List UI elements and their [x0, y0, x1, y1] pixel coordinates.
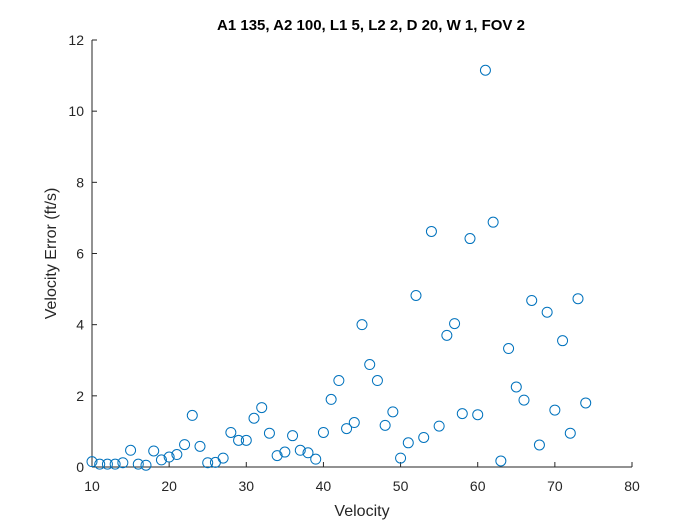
data-point: [263, 427, 275, 439]
data-point: [256, 402, 268, 414]
data-point: [441, 329, 453, 341]
data-point: [217, 452, 229, 464]
y-tick-label: 6: [76, 246, 84, 262]
y-tick-label: 12: [68, 32, 84, 48]
data-point: [310, 453, 322, 465]
x-tick-label: 80: [624, 478, 640, 494]
data-points: [86, 64, 592, 471]
data-point: [294, 444, 306, 456]
data-point: [364, 359, 376, 371]
data-point: [317, 426, 329, 438]
data-point: [526, 294, 538, 306]
data-point: [510, 381, 522, 393]
data-point: [341, 423, 353, 435]
data-point: [101, 458, 113, 470]
data-point: [356, 319, 368, 331]
data-point: [148, 445, 160, 457]
data-point: [94, 458, 106, 470]
data-point: [163, 451, 175, 463]
x-tick-label: 60: [470, 478, 486, 494]
x-tick-label: 40: [316, 478, 332, 494]
data-point: [387, 406, 399, 418]
data-point: [179, 439, 191, 451]
data-point: [418, 431, 430, 443]
y-tick-label: 2: [76, 388, 84, 404]
data-point: [557, 335, 569, 347]
data-point: [302, 447, 314, 459]
data-point: [449, 318, 461, 330]
data-point: [202, 457, 214, 469]
data-point: [140, 459, 152, 471]
data-point: [371, 375, 383, 387]
data-point: [379, 419, 391, 431]
data-point: [117, 457, 129, 469]
data-point: [402, 437, 414, 449]
data-point: [348, 417, 360, 429]
x-tick-label: 30: [238, 478, 254, 494]
data-point: [125, 444, 137, 456]
data-point: [186, 409, 198, 421]
data-point: [86, 456, 98, 468]
x-tick-label: 50: [393, 478, 409, 494]
axes: 10 20 30 40 50 60 70 80 0 2 4 6 8 10 12: [68, 32, 640, 494]
data-point: [518, 394, 530, 406]
data-point: [271, 450, 283, 462]
y-tick-label: 0: [76, 459, 84, 475]
data-point: [240, 434, 252, 446]
data-point: [325, 393, 337, 405]
data-point: [287, 430, 299, 442]
data-point: [333, 375, 345, 387]
y-tick-label: 8: [76, 174, 84, 190]
data-point: [155, 454, 167, 466]
data-point: [541, 306, 553, 318]
y-tick-label: 4: [76, 317, 84, 333]
data-point: [209, 456, 221, 468]
data-point: [279, 446, 291, 458]
data-point: [395, 452, 407, 464]
data-point: [495, 455, 507, 467]
x-tick-label: 10: [84, 478, 100, 494]
chart-title: A1 135, A2 100, L1 5, L2 2, D 20, W 1, F…: [217, 17, 525, 34]
data-point: [487, 216, 499, 228]
data-point: [564, 427, 576, 439]
data-point: [410, 289, 422, 301]
y-axis-label: Velocity Error (ft/s): [43, 188, 60, 320]
data-point: [132, 458, 144, 470]
x-ticks: 10 20 30 40 50 60 70 80: [84, 462, 640, 494]
data-point: [194, 440, 206, 452]
data-point: [433, 420, 445, 432]
data-point: [456, 408, 468, 420]
data-point: [580, 397, 592, 409]
data-point: [472, 409, 484, 421]
y-tick-label: 10: [68, 103, 84, 119]
data-point: [233, 434, 245, 446]
x-tick-label: 20: [161, 478, 177, 494]
data-point: [572, 293, 584, 305]
data-point: [109, 458, 121, 470]
y-ticks: 0 2 4 6 8 10 12: [68, 32, 97, 475]
x-tick-label: 70: [547, 478, 563, 494]
data-point: [248, 412, 260, 424]
data-point: [549, 404, 561, 416]
data-point: [171, 449, 183, 461]
data-point: [479, 64, 491, 76]
data-point: [425, 225, 437, 237]
x-axis-label: Velocity: [334, 503, 389, 520]
data-point: [533, 439, 545, 451]
data-point: [503, 343, 515, 355]
data-point: [464, 233, 476, 245]
data-point: [225, 426, 237, 438]
